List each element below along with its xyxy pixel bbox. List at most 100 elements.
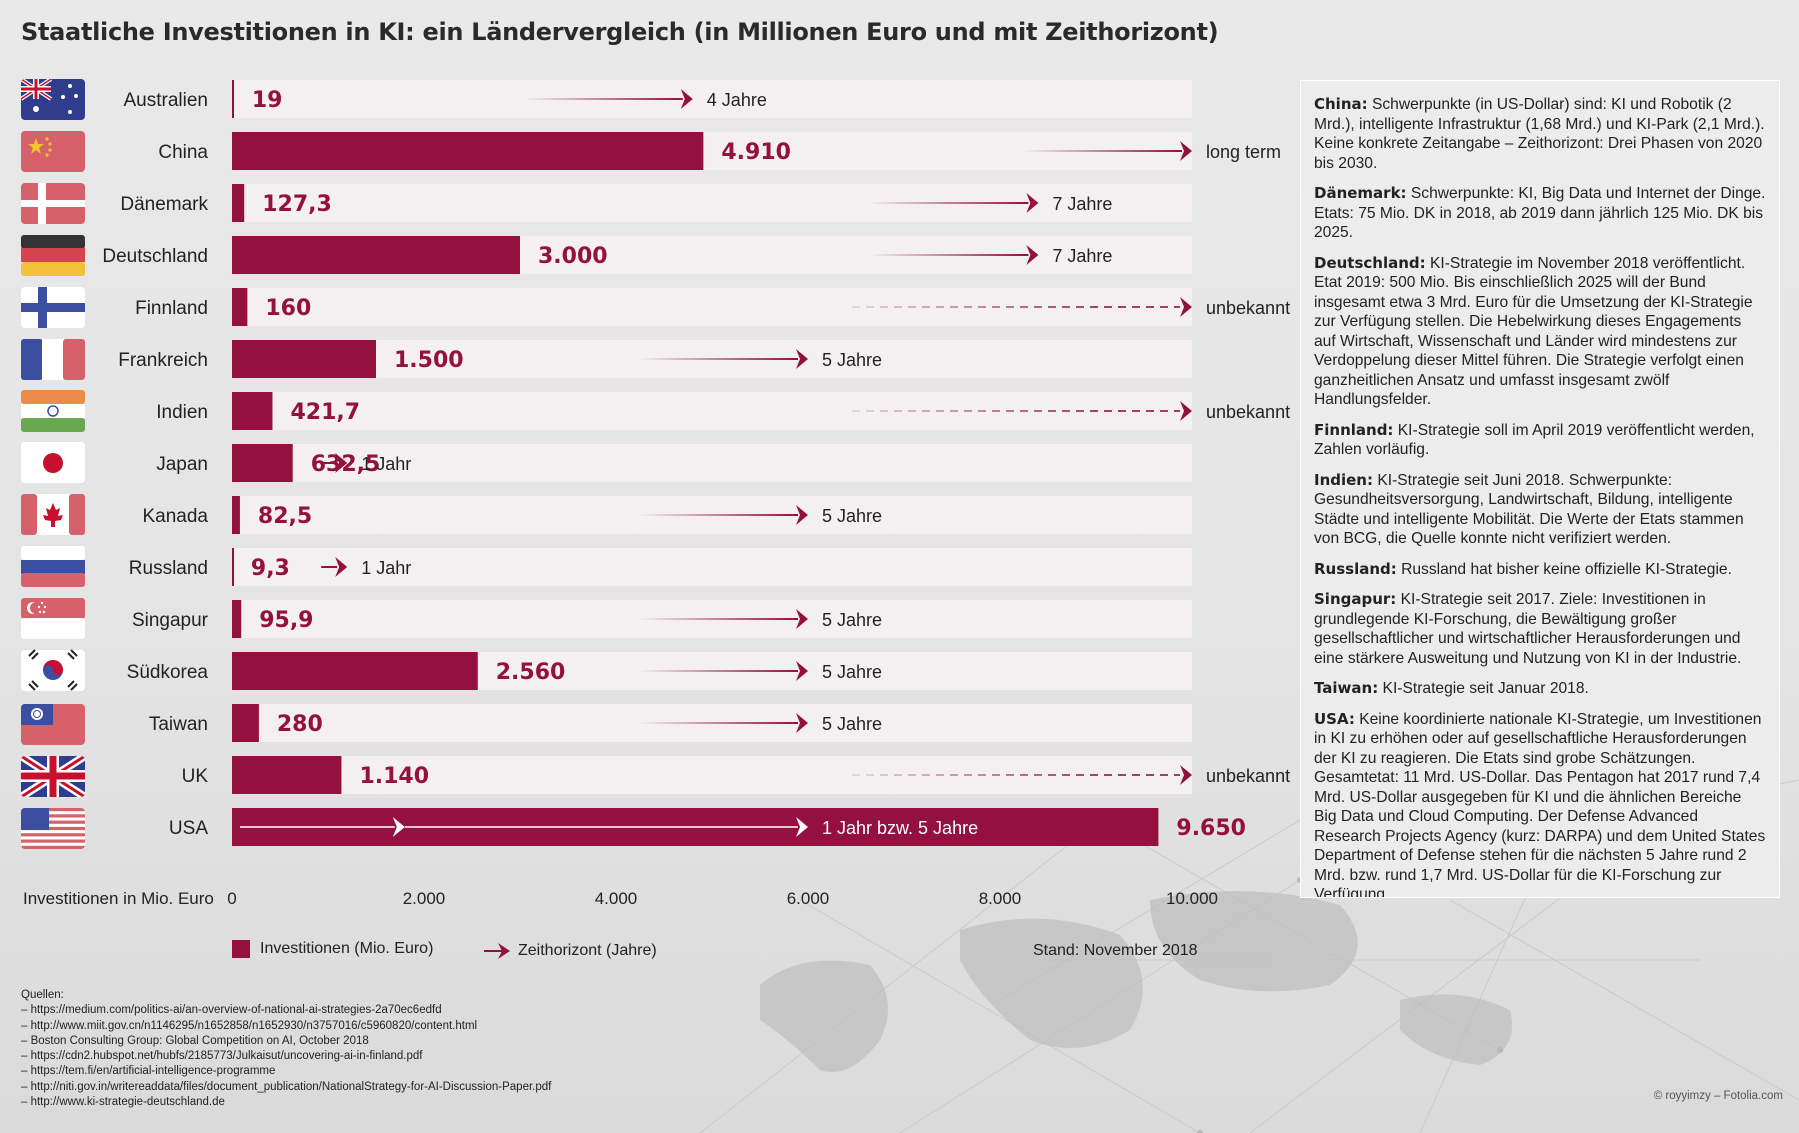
south-korea-flag-icon — [21, 649, 85, 691]
value-label: 95,9 — [259, 608, 313, 633]
horizon-label: 7 Jahre — [1052, 246, 1112, 266]
note-usa: USA: Keine koordinierte nationale KI-Str… — [1314, 709, 1767, 898]
bar-track — [232, 80, 1192, 118]
country-label: Singapur — [132, 610, 209, 631]
horizon-label: 5 Jahre — [822, 662, 882, 682]
value-label: 9,3 — [251, 556, 290, 581]
horizon-label: unbekannt — [1206, 766, 1290, 786]
horizon-label: 1 Jahr bzw. 5 Jahre — [822, 818, 978, 838]
bar-frankreich — [232, 340, 376, 378]
x-tick-label: 10.000 — [1166, 889, 1218, 908]
note-finland: Finnland: KI-Strategie soll im April 201… — [1314, 421, 1767, 460]
bar-deutschland — [232, 236, 520, 274]
china-flag-icon — [21, 131, 85, 172]
horizon-arrow — [638, 349, 808, 369]
x-tick-label: 8.000 — [979, 889, 1022, 908]
value-label: 19 — [252, 88, 283, 113]
horizon-label: 4 Jahre — [707, 90, 767, 110]
source-item: – https://tem.fi/en/artificial-intellige… — [21, 1065, 276, 1078]
bar-track — [232, 288, 1192, 326]
horizon-label: long term — [1206, 142, 1281, 162]
bar-dänemark — [232, 184, 245, 222]
horizon-arrow — [522, 89, 693, 109]
value-label: 4.910 — [721, 140, 791, 165]
note-denmark: Dänemark: Schwerpunkte: KI, Big Data und… — [1314, 184, 1767, 243]
country-label: Südkorea — [127, 662, 209, 683]
value-label: 160 — [265, 296, 311, 321]
germany-flag-icon — [21, 235, 85, 276]
horizon-arrow-dashed — [852, 297, 1192, 317]
note-country-label: Russland: — [1314, 559, 1397, 578]
source-item: – https://medium.com/politics-ai/an-over… — [21, 1004, 442, 1017]
horizon-arrow — [240, 817, 405, 837]
value-label: 1.500 — [394, 348, 464, 373]
horizon-arrow — [1022, 141, 1192, 161]
value-label: 421,7 — [290, 400, 360, 425]
legend-label-investments: Investitionen (Mio. Euro) — [260, 940, 434, 957]
country-label: Russland — [129, 558, 208, 579]
bar-track — [232, 756, 1192, 794]
note-taiwan: Taiwan: KI-Strategie seit Januar 2018. — [1314, 679, 1767, 699]
country-label: Taiwan — [149, 714, 208, 735]
value-label: 1.140 — [359, 764, 429, 789]
source-item: – http://www.ki-strategie-deutschland.de — [21, 1096, 225, 1109]
country-notes-panel: China: Schwerpunkte (in US-Dollar) sind:… — [1300, 80, 1780, 898]
singapore-flag-icon — [21, 598, 85, 639]
legend-arrow-icon — [484, 943, 510, 959]
uk-flag-icon — [21, 756, 85, 797]
stand-date: Stand: November 2018 — [1033, 942, 1198, 959]
bar-südkorea — [232, 652, 478, 690]
bar-finnland — [232, 288, 248, 326]
note-singapore: Singapur: KI-Strategie seit 2017. Ziele:… — [1314, 590, 1767, 668]
note-text: Keine koordinierte nationale KI-Strategi… — [1314, 710, 1766, 898]
country-label: Dänemark — [120, 194, 208, 215]
value-label: 280 — [277, 712, 323, 737]
note-china: China: Schwerpunkte (in US-Dollar) sind:… — [1314, 95, 1767, 173]
value-label: 3.000 — [538, 244, 608, 269]
horizon-arrow — [321, 557, 348, 577]
note-germany: Deutschland: KI-Strategie im November 20… — [1314, 254, 1767, 410]
horizon-label: unbekannt — [1206, 402, 1290, 422]
note-text: KI-Strategie seit Juni 2018. Schwerpunkt… — [1314, 471, 1744, 548]
note-text: Schwerpunkte (in US-Dollar) sind: KI und… — [1314, 96, 1765, 172]
source-item: – http://www.miit.gov.cn/n1146295/n16528… — [21, 1019, 478, 1032]
country-label: China — [158, 142, 208, 163]
source-item: – Boston Consulting Group: Global Compet… — [21, 1034, 369, 1047]
note-country-label: Taiwan: — [1314, 679, 1379, 697]
country-label: Japan — [156, 454, 208, 475]
horizon-arrow — [321, 453, 348, 473]
note-text: Schwerpunkte: KI, Big Data und Internet … — [1314, 185, 1766, 241]
taiwan-flag-icon — [21, 704, 85, 745]
horizon-label: 5 Jahre — [822, 610, 882, 630]
horizon-label: unbekannt — [1206, 298, 1290, 318]
note-text: KI-Strategie im November 2018 veröffentl… — [1314, 254, 1753, 409]
country-label: UK — [182, 766, 209, 787]
x-tick-label: 4.000 — [595, 889, 638, 908]
country-label: Kanada — [142, 506, 208, 527]
horizon-arrow — [868, 193, 1039, 213]
bar-russland — [232, 548, 234, 586]
horizon-label: 1 Jahr — [361, 454, 411, 474]
note-russia: Russland: Russland hat bisher keine offi… — [1314, 560, 1767, 580]
note-country-label: USA: — [1314, 709, 1355, 728]
country-label: Frankreich — [118, 350, 208, 371]
note-text: KI-Strategie seit Januar 2018. — [1378, 680, 1589, 697]
country-label: Indien — [156, 402, 208, 423]
sources-list: Quellen: – https://medium.com/politics-a… — [21, 988, 551, 1110]
denmark-flag-icon — [21, 183, 85, 224]
horizon-label: 7 Jahre — [1052, 194, 1112, 214]
x-tick-label: 6.000 — [787, 889, 830, 908]
bar-japan — [232, 444, 293, 482]
value-label: 127,3 — [262, 192, 332, 217]
bar-australien — [232, 80, 234, 118]
legend-label-horizon: Zeithorizont (Jahre) — [518, 942, 657, 959]
usa-flag-icon — [21, 808, 85, 849]
bar-kanada — [232, 496, 240, 534]
horizon-label: 5 Jahre — [822, 350, 882, 370]
bar-track — [232, 548, 1192, 586]
horizon-label: 5 Jahre — [822, 506, 882, 526]
country-label: Finnland — [135, 298, 208, 319]
india-flag-icon — [21, 390, 85, 432]
x-axis-title: Investitionen in Mio. Euro — [23, 889, 214, 908]
